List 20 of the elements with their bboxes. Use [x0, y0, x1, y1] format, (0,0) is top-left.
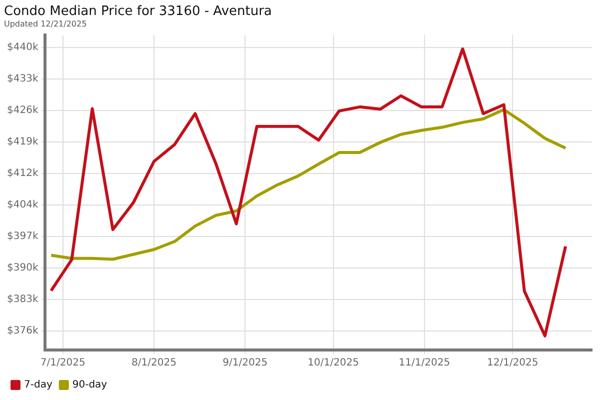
x-tick-label: 12/1/2025	[486, 358, 538, 369]
y-tick-label: $397k	[6, 231, 38, 242]
y-tick-label: $412k	[6, 168, 38, 180]
y-tick-label: $390k	[6, 262, 38, 274]
x-tick-label: 7/1/2025	[40, 358, 86, 369]
x-tick-label: 8/1/2025	[132, 358, 176, 369]
x-tick-label: 10/1/2025	[308, 358, 359, 369]
y-tick-label: $419k	[6, 136, 38, 148]
y-tick-label: $404k	[6, 200, 38, 211]
x-tick-label: 11/1/2025	[398, 358, 450, 369]
y-tick-label: $433k	[6, 74, 38, 85]
chart-title: Condo Median Price for 33160 - Aventura	[4, 4, 272, 20]
legend-label: 90-day	[72, 380, 108, 391]
x-tick-label: 9/1/2025	[222, 358, 268, 369]
y-tick-label: $426k	[6, 105, 38, 116]
y-tick-label: $440k	[6, 42, 38, 54]
y-tick-label: $383k	[6, 294, 38, 306]
legend-label: 7-day	[24, 380, 52, 391]
y-tick-label: $376k	[6, 326, 38, 337]
chart-subtitle: Updated 12/21/2025	[4, 19, 87, 28]
